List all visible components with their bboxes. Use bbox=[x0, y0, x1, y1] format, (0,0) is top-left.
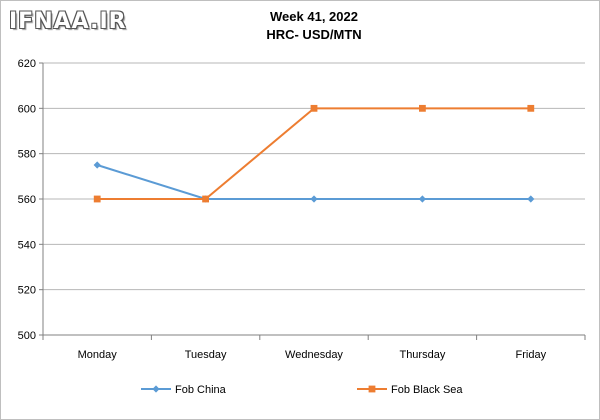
y-tick-label: 600 bbox=[18, 103, 36, 115]
data-point bbox=[527, 195, 535, 203]
y-tick-label: 540 bbox=[18, 239, 36, 251]
legend-label-0: Fob China bbox=[175, 384, 227, 396]
chart-title: Week 41, 2022 bbox=[270, 9, 358, 24]
data-point bbox=[310, 104, 318, 112]
y-tick-label: 520 bbox=[18, 285, 36, 297]
data-point bbox=[202, 195, 209, 203]
legend: Fob China Fob Black Sea bbox=[141, 384, 463, 396]
axes: 500 520 540 560 580 600 620 Monday Tuesday Wednes… bbox=[18, 58, 586, 361]
legend-marker-1 bbox=[368, 385, 376, 393]
series-layer bbox=[93, 104, 535, 203]
data-point bbox=[419, 104, 426, 112]
data-point bbox=[310, 195, 318, 203]
data-point bbox=[93, 161, 101, 169]
data-point bbox=[418, 195, 426, 203]
x-tick-label: Monday bbox=[78, 349, 118, 361]
site-logo: IFNAA.IR bbox=[9, 9, 127, 34]
y-tick-label: 580 bbox=[18, 149, 36, 161]
y-tick-label: 620 bbox=[18, 58, 36, 70]
data-point bbox=[527, 104, 535, 112]
legend-marker-0 bbox=[152, 385, 160, 393]
x-tick-label: Friday bbox=[516, 349, 547, 361]
chart-subtitle: HRC- USD/MTN bbox=[266, 27, 361, 42]
legend-label-1: Fob Black Sea bbox=[391, 384, 463, 396]
x-tick-label: Tuesday bbox=[185, 349, 227, 361]
x-tick-label: Wednesday bbox=[285, 349, 343, 361]
y-tick-label: 560 bbox=[18, 194, 36, 206]
y-tick-label: 500 bbox=[18, 330, 36, 342]
data-point bbox=[93, 195, 101, 203]
x-tick-label: Thursday bbox=[399, 349, 445, 361]
series-line-0 bbox=[96, 164, 531, 200]
